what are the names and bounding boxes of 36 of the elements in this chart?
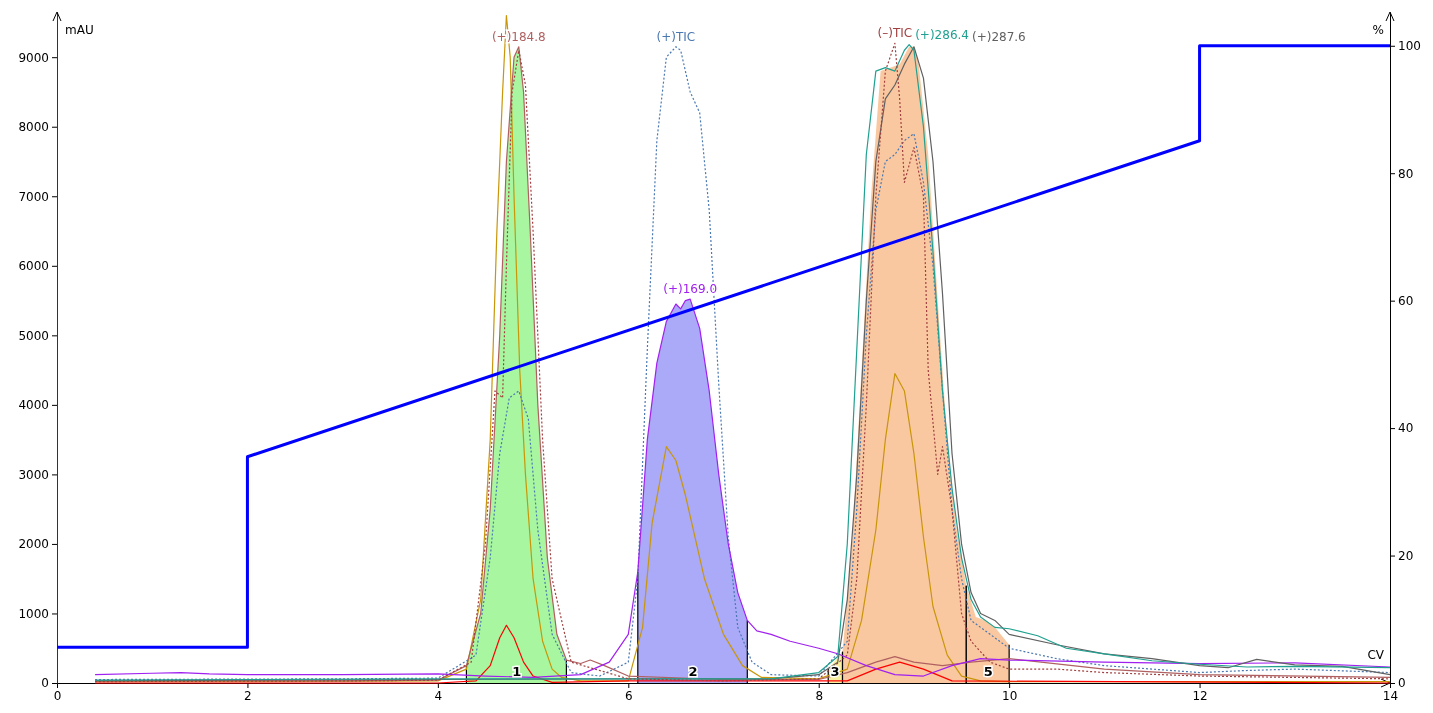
x-tick-label: 8 <box>815 688 824 703</box>
x-tick-label: 14 <box>1382 688 1399 703</box>
y-tick-label: 6000 <box>18 259 49 274</box>
y2-tick-label: 0 <box>1398 676 1406 691</box>
y2-tick-label: 80 <box>1398 166 1414 181</box>
y-tick-label: 4000 <box>18 398 49 413</box>
y-tick-label: 1000 <box>18 606 49 621</box>
y-tick-label: 0 <box>41 676 49 691</box>
y-tick-label: 5000 <box>18 328 49 343</box>
series-label: (–)TIC <box>877 26 913 41</box>
x-tick-label: 2 <box>244 688 252 703</box>
series-label: (+)TIC <box>656 29 696 44</box>
y-tick-label: 2000 <box>18 537 49 552</box>
annotation: 2 <box>688 664 698 680</box>
x-tick-label: 4 <box>434 688 443 703</box>
x-tick-label: 6 <box>624 688 633 703</box>
x-tick-label: 12 <box>1192 688 1208 703</box>
series-label: (+)286.4 <box>915 27 969 42</box>
x-axis-title: CV <box>1367 648 1385 662</box>
y-tick-label: 8000 <box>18 120 49 135</box>
y2-tick-label: 20 <box>1398 548 1414 563</box>
x-tick-label: 10 <box>1002 688 1018 703</box>
y2-tick-label: 100 <box>1398 39 1421 54</box>
y2-tick-label: 40 <box>1398 421 1414 436</box>
annotation: 1 <box>512 664 522 680</box>
x-tick-label: 0 <box>53 688 62 703</box>
y-tick-label: 9000 <box>18 50 49 65</box>
y-tick-label: 3000 <box>18 467 49 482</box>
annotation: 5 <box>983 664 993 680</box>
annotation: 3 <box>830 664 840 680</box>
series-label: (+)169.0 <box>663 282 718 297</box>
y2-tick-label: 60 <box>1398 294 1414 308</box>
text: (+)287.6 <box>971 29 1026 44</box>
y-tick-label: 7000 <box>18 189 49 204</box>
y-axis-title: mAU <box>65 23 94 37</box>
y2-axis-title: % <box>1372 23 1384 37</box>
